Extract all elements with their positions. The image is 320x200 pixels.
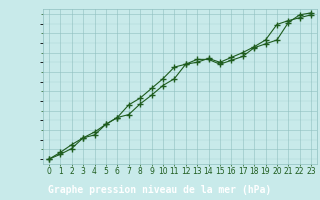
Text: Graphe pression niveau de la mer (hPa): Graphe pression niveau de la mer (hPa): [48, 185, 272, 195]
